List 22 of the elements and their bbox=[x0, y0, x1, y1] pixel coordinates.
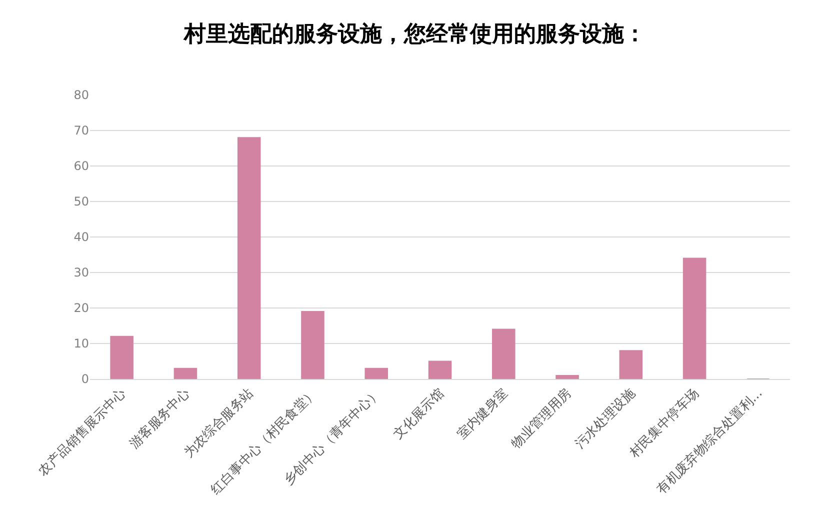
y-tick-label: 10 bbox=[74, 336, 89, 351]
y-tick-label: 80 bbox=[74, 88, 89, 102]
y-tick-label: 50 bbox=[74, 194, 89, 209]
bar bbox=[237, 137, 261, 379]
x-tick-label: 文化展示馆 bbox=[390, 386, 448, 442]
chart-title: 村里选配的服务设施，您经常使用的服务设施： bbox=[183, 22, 646, 47]
y-tick-label: 20 bbox=[74, 301, 89, 316]
y-tick-label: 70 bbox=[74, 124, 89, 138]
bar bbox=[428, 360, 452, 379]
y-tick-label: 40 bbox=[74, 230, 89, 244]
bar bbox=[556, 374, 579, 379]
bar bbox=[364, 368, 388, 379]
bar bbox=[619, 350, 643, 379]
bar bbox=[492, 328, 516, 379]
y-tick-label: 60 bbox=[74, 159, 89, 174]
bar bbox=[682, 258, 706, 379]
bar bbox=[174, 368, 198, 379]
y-tick-label: 30 bbox=[74, 266, 89, 280]
x-tick-label: 农产品销售展示中心 bbox=[35, 385, 130, 480]
y-tick-label: 0 bbox=[81, 372, 89, 386]
bar bbox=[301, 311, 324, 379]
bar bbox=[110, 336, 134, 379]
